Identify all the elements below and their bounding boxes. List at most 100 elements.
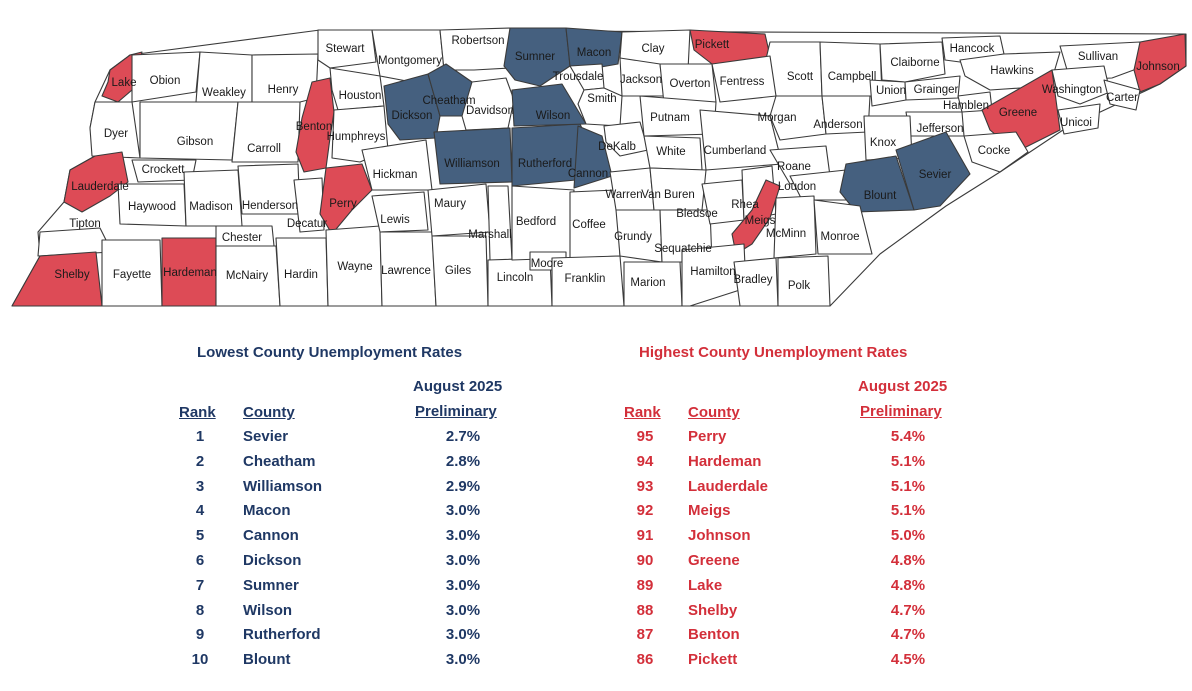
county-cell: Meigs [688,502,731,520]
rate-cell: 3.0% [445,552,481,569]
rank-cell: 86 [636,651,654,669]
county-label-montgomery: Montgomery [378,55,442,67]
county-label-mcminn: McMinn [766,228,806,240]
rank-cell: 92 [636,502,654,520]
county-cell: Cannon [243,527,299,545]
county-label-dickson: Dickson [392,110,433,122]
rate-cell: 3.0% [445,651,481,669]
lowest-rate-header-line1: August 2025 [413,378,503,395]
county-sevier [895,131,971,211]
county-label-knox: Knox [870,137,896,149]
county-label-hancock: Hancock [950,43,995,55]
county-cell: Rutherford [243,626,321,644]
county-robertson [439,27,513,71]
county-carter [1103,79,1141,111]
rank-cell: 90 [636,552,654,569]
county-wilson [511,83,587,127]
county-madison [183,169,243,227]
county-cell: Lauderdale [688,477,769,495]
county-label-williamson: Williamson [444,158,500,170]
county-shelby [11,251,103,307]
county-tipton [37,227,113,257]
county-label-maury: Maury [434,198,466,210]
highest-rate-header-line2: Preliminary [860,403,942,420]
county-label-meigs: Meigs [745,215,776,227]
county-stewart [317,29,377,69]
county-blount [839,155,915,213]
county-label-hamilton: Hamilton [690,266,735,278]
county-label-henderson: Henderson [242,200,298,212]
rate-cell: 3.0% [445,601,481,619]
rate-cell: 4.5% [890,651,926,669]
county-label-gibson: Gibson [177,136,213,148]
county-claiborne [879,41,946,83]
rank-cell: 91 [636,527,654,545]
rank-cell: 6 [195,552,205,569]
county-label-moore: Moore [531,258,564,270]
county-cell: Johnson [688,527,751,545]
county-washington [1051,65,1111,105]
county-label-sullivan: Sullivan [1078,51,1118,63]
county-morgan [769,95,827,141]
county-decatur [293,177,325,233]
county-dekalb [603,121,649,157]
county-label-giles: Giles [445,265,471,277]
county-label-marion: Marion [630,277,665,289]
county-label-marshall: Marshall [468,229,511,241]
rate-cell: 5.1% [890,452,926,470]
county-label-loudon: Loudon [778,181,816,193]
county-hamilton [681,243,747,307]
county-label-bledsoe: Bledsoe [676,208,718,220]
county-label-greene: Greene [999,107,1037,119]
county-label-dyer: Dyer [104,128,128,140]
county-label-monroe: Monroe [821,231,860,243]
lowest-table-title: Lowest County Unemployment Rates [197,344,463,361]
county-johnson [1133,33,1187,93]
tennessee-county-map: Lake Obion Weakley Henry Stewart Montgomery Ro… [11,27,1187,307]
county-label-haywood: Haywood [128,201,176,213]
county-label-tipton: Tipton [69,218,101,230]
county-cell: Hardeman [688,452,762,470]
county-cell: Cheatham [243,452,316,470]
county-cell: Lake [688,576,723,594]
county-chester [215,225,275,247]
county-label-hawkins: Hawkins [990,65,1034,77]
county-label-mcnairy: McNairy [226,270,268,282]
county-label-shelby: Shelby [54,269,89,281]
county-label-smith: Smith [587,93,616,105]
county-label-cannon: Cannon [568,168,608,180]
county-label-grainger: Grainger [914,84,959,96]
county-marshall [487,185,513,261]
county-label-putnam: Putnam [650,112,690,124]
county-cell: Dickson [243,552,302,569]
county-label-hickman: Hickman [373,169,418,181]
county-label-chester: Chester [222,232,262,244]
county-label-van-buren: Van Buren [641,189,695,201]
county-label-dekalb: DeKalb [598,141,636,153]
highest-table-title: Highest County Unemployment Rates [639,344,908,361]
rate-cell: 5.0% [890,527,926,545]
county-label-campbell: Campbell [828,71,877,83]
county-label-bedford: Bedford [516,216,556,228]
highest-rank-header: Rank [624,404,661,421]
rank-cell: 8 [195,601,205,619]
county-label-lauderdale: Lauderdale [71,181,129,193]
county-label-trousdale: Trousdale [553,71,604,83]
highest-county-header: County [688,404,740,421]
county-label-henry: Henry [268,84,299,96]
county-label-hardeman: Hardeman [163,267,217,279]
rank-cell: 5 [195,527,205,545]
rank-cell: 7 [195,576,205,594]
county-label-coffee: Coffee [572,219,606,231]
county-label-grundy: Grundy [614,231,652,243]
county-cell: Benton [688,626,740,644]
rank-cell: 88 [636,601,654,619]
county-label-davidson: Davidson [466,105,514,117]
county-label-crockett: Crockett [142,164,186,176]
county-label-weakley: Weakley [202,87,246,99]
county-label-anderson: Anderson [813,119,862,131]
county-label-overton: Overton [670,78,711,90]
county-label-carroll: Carroll [247,143,281,155]
county-perry [319,163,373,235]
rate-cell: 3.0% [445,576,481,594]
